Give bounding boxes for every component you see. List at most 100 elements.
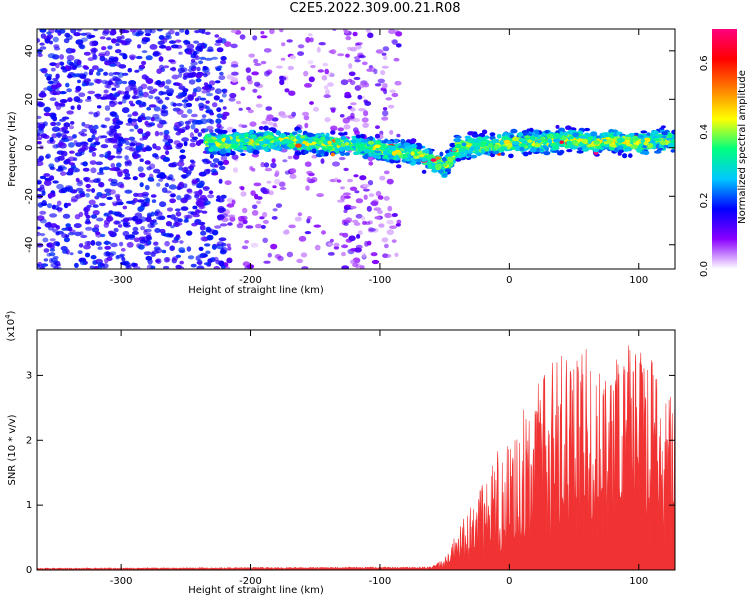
spectrogram-cell bbox=[365, 221, 371, 226]
spectrogram-cell bbox=[73, 157, 78, 162]
spectrogram-cell bbox=[340, 194, 346, 201]
spectrogram-cell bbox=[122, 205, 128, 210]
spectrogram-cell bbox=[202, 158, 211, 165]
spectrogram-cell bbox=[211, 168, 217, 174]
spectrogram-cell bbox=[98, 202, 106, 207]
spectrogram-cell bbox=[144, 184, 150, 191]
spectrogram-cell bbox=[458, 148, 466, 153]
spectrogram-cell bbox=[262, 219, 269, 224]
spectrogram-cell bbox=[216, 107, 222, 113]
spectrogram-cell bbox=[555, 132, 560, 136]
spectrogram-cell bbox=[394, 252, 399, 257]
spectrogram-cell bbox=[204, 57, 213, 61]
spectrogram-cell bbox=[96, 192, 103, 197]
spectrogram-cell bbox=[200, 230, 207, 236]
spectrogram-cell bbox=[201, 114, 207, 118]
spectrogram-cell bbox=[354, 144, 362, 149]
spectrogram-cell bbox=[249, 134, 257, 139]
spectrogram-cell bbox=[116, 254, 124, 259]
spectrogram-cell bbox=[387, 205, 393, 212]
spectrogram-cell bbox=[113, 227, 119, 233]
spectrogram-cell bbox=[130, 103, 136, 107]
spectrogram-cell bbox=[253, 58, 259, 64]
spectrogram-cell bbox=[56, 90, 61, 96]
spectrogram-cell bbox=[268, 127, 276, 131]
spectrogram-cell bbox=[120, 247, 126, 252]
spectrogram-cell bbox=[55, 62, 60, 69]
spectrogram-cell bbox=[61, 126, 69, 131]
spectrogram-cell bbox=[104, 117, 111, 122]
spectrogram-cell bbox=[49, 136, 54, 143]
spectrogram-cell bbox=[158, 56, 164, 62]
spectrogram-cell bbox=[267, 252, 272, 258]
spectrogram-cell bbox=[90, 214, 98, 219]
spectrogram-cell bbox=[218, 75, 226, 81]
spectrogram-cell bbox=[241, 245, 249, 250]
spectrogram-cell bbox=[168, 233, 174, 238]
spectrogram-cell bbox=[512, 136, 519, 142]
spectrogram-cell bbox=[50, 67, 56, 72]
spectrogram-cell bbox=[115, 61, 121, 67]
snr-panel: -300 -200 -100 0 100 0 1 2 3 Height of straight… bbox=[4, 310, 676, 596]
spectrogram-cell bbox=[39, 42, 45, 46]
spectrogram-cell bbox=[137, 128, 144, 134]
spectrogram-cell bbox=[136, 30, 145, 35]
spectrogram-cell bbox=[249, 121, 257, 127]
spectrogram-cell bbox=[329, 238, 334, 243]
spectrogram-cell bbox=[337, 53, 345, 57]
spectrogram-cell bbox=[370, 252, 378, 257]
spectrogram-cell bbox=[470, 131, 475, 136]
spectrogram-cell bbox=[240, 191, 247, 197]
y-tick-label: -40 bbox=[24, 237, 35, 253]
spectrogram-cell bbox=[106, 150, 112, 156]
spectrogram-cell bbox=[171, 66, 177, 72]
spectrogram-cell bbox=[242, 219, 248, 225]
spectrogram-cell bbox=[377, 78, 385, 84]
spectrogram-cell bbox=[67, 167, 74, 174]
spectrogram-cell bbox=[70, 48, 76, 53]
spectrogram-cell bbox=[349, 46, 358, 52]
spectrogram-cell bbox=[69, 125, 74, 130]
spectrogram-cell bbox=[148, 104, 157, 108]
spectrogram-cell bbox=[84, 124, 91, 129]
spectrogram-cell bbox=[217, 197, 225, 203]
spectrogram-cell bbox=[37, 181, 42, 185]
spectrogram-cell bbox=[195, 140, 202, 146]
spectrogram-cell bbox=[384, 243, 389, 249]
spectrogram-cell bbox=[39, 175, 47, 180]
spectrogram-cell bbox=[424, 148, 430, 154]
spectrogram-cell bbox=[242, 261, 251, 267]
spectrogram-cell bbox=[338, 132, 344, 136]
spectrogram-cell bbox=[60, 66, 66, 70]
spectrogram-cell bbox=[230, 143, 239, 149]
spectrogram-cell bbox=[37, 122, 41, 129]
spectrogram-cell bbox=[306, 132, 314, 138]
spectrogram-cell bbox=[226, 257, 233, 264]
spectrogram-cell bbox=[37, 215, 45, 221]
spectrogram-cell bbox=[97, 246, 103, 250]
spectrogram-cell bbox=[245, 67, 251, 73]
spectrogram-cell bbox=[371, 259, 380, 265]
spectrogram-cell bbox=[68, 162, 76, 166]
spectrogram-cell bbox=[99, 36, 106, 40]
spectrogram-cell bbox=[304, 122, 309, 129]
spectrogram-cell bbox=[37, 48, 43, 55]
spectrogram-cell bbox=[266, 135, 274, 139]
spectrogram-cell bbox=[192, 213, 200, 218]
spectrogram-cell bbox=[106, 37, 112, 41]
spectrogram-cell bbox=[159, 64, 164, 70]
spectrogram-cell bbox=[39, 46, 47, 50]
spectrogram-cell bbox=[87, 57, 95, 62]
spectrogram-cell bbox=[307, 216, 312, 220]
spectrogram-cell bbox=[264, 70, 270, 77]
spectrogram-cell bbox=[183, 141, 188, 147]
spectrogram-cell bbox=[159, 201, 167, 208]
spectrogram-cell bbox=[52, 180, 59, 184]
spectrogram-cell bbox=[127, 114, 132, 118]
spectrogram-cell bbox=[245, 225, 254, 229]
spectrogram-y-ticks: -40 -20 0 20 40 bbox=[24, 44, 675, 253]
spectrogram-cell bbox=[226, 203, 235, 208]
spectrogram-cell bbox=[236, 223, 244, 229]
spectrogram-cell bbox=[76, 98, 83, 104]
spectrogram-cell bbox=[661, 125, 666, 129]
